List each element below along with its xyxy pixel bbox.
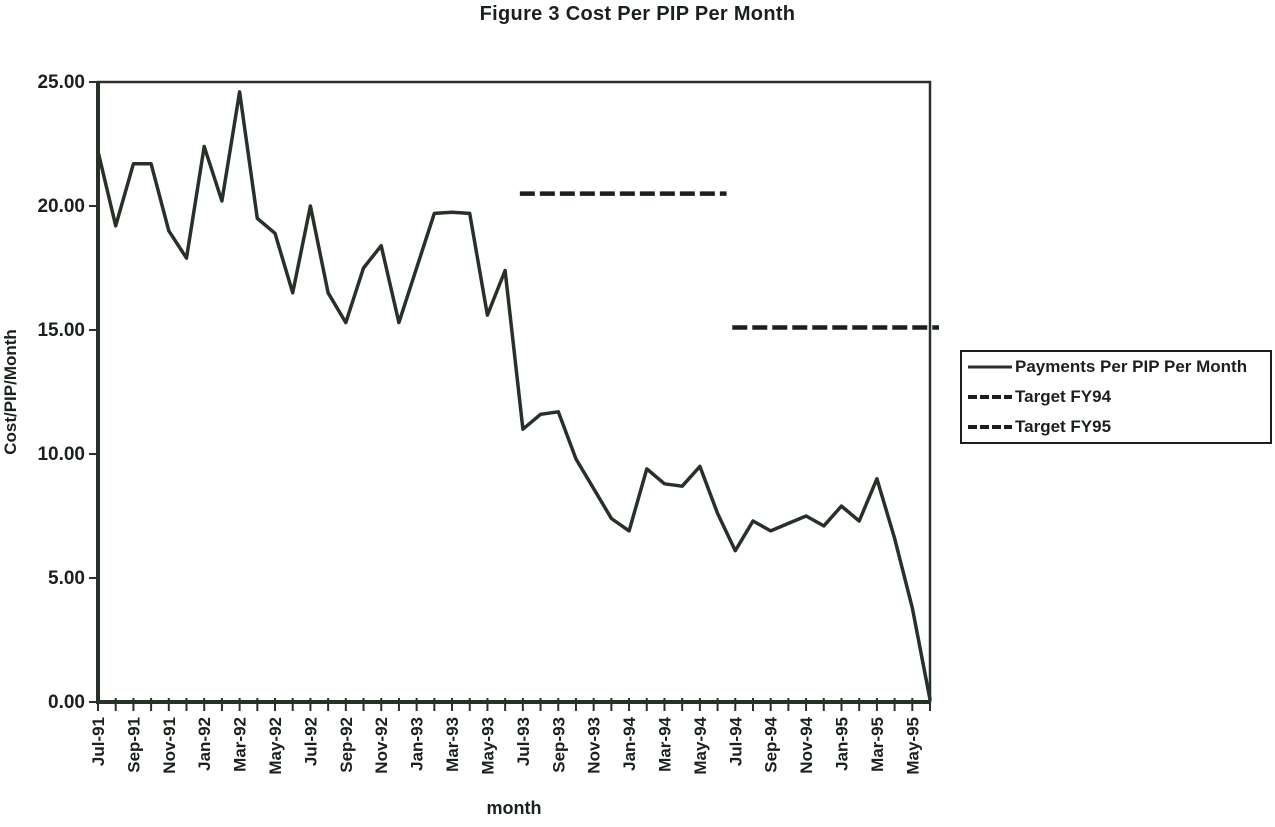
payments-series-line <box>96 90 932 702</box>
y-tick-label: 5.00 <box>48 568 85 589</box>
y-tick-label: 20.00 <box>37 196 85 217</box>
x-tick-label: Nov-92 <box>372 717 391 774</box>
x-tick-label: Jul-91 <box>89 717 108 766</box>
x-tick-label: Nov-91 <box>160 717 179 774</box>
y-tick-label: 0.00 <box>48 692 85 713</box>
x-tick-label: Mar-94 <box>655 716 674 771</box>
legend-dashed-line-sample <box>968 395 1012 399</box>
x-tick-label: Jul-94 <box>726 716 745 766</box>
x-axis-title: month <box>487 798 542 818</box>
legend-solid-line-sample <box>968 365 1012 369</box>
legend-item-payments: Payments Per PIP Per Month <box>967 352 1270 382</box>
x-tick-label: Jan-94 <box>620 716 639 770</box>
x-tick-label: Jan-95 <box>832 717 851 771</box>
chart-title: Figure 3 Cost Per PIP Per Month <box>479 3 796 25</box>
x-tick-label: May-95 <box>903 717 922 775</box>
x-tick-label: Nov-93 <box>585 717 604 774</box>
x-tick-label: Nov-94 <box>797 716 816 773</box>
legend-dashed-line-sample <box>968 425 1012 429</box>
x-tick-label: Jan-93 <box>408 717 427 771</box>
y-axis-title: Cost/PIP/Month <box>1 329 20 455</box>
y-tick-label: 15.00 <box>37 320 85 341</box>
legend-label-target-fy94: Target FY94 <box>1015 387 1112 406</box>
x-tick-label: May-92 <box>266 717 285 775</box>
x-tick-label: Sep-93 <box>549 717 568 773</box>
x-tick-label: Jul-93 <box>514 717 533 766</box>
x-tick-label: May-93 <box>478 717 497 775</box>
x-tick-label: Sep-94 <box>762 716 781 772</box>
plot-border <box>96 80 932 704</box>
legend-box: Payments Per PIP Per Month Target FY94 T… <box>960 350 1272 444</box>
legend-item-target-fy95: Target FY95 <box>967 412 1270 442</box>
x-tick-label: May-94 <box>691 716 710 774</box>
x-tick-label: Mar-93 <box>443 717 462 772</box>
x-tick-label: Jan-92 <box>195 717 214 771</box>
x-tick-label: Mar-95 <box>868 717 887 772</box>
legend-item-target-fy94: Target FY94 <box>967 382 1270 412</box>
x-tick-label: Sep-91 <box>124 717 143 773</box>
y-tick-label: 25.00 <box>37 72 85 93</box>
x-tick-label: Jul-92 <box>301 717 320 766</box>
y-tick-label: 10.00 <box>37 444 85 465</box>
x-tick-label: Sep-92 <box>337 717 356 773</box>
legend-label-payments: Payments Per PIP Per Month <box>1015 357 1248 376</box>
legend-label-target-fy95: Target FY95 <box>1015 417 1112 436</box>
x-tick-label: Mar-92 <box>231 717 250 772</box>
